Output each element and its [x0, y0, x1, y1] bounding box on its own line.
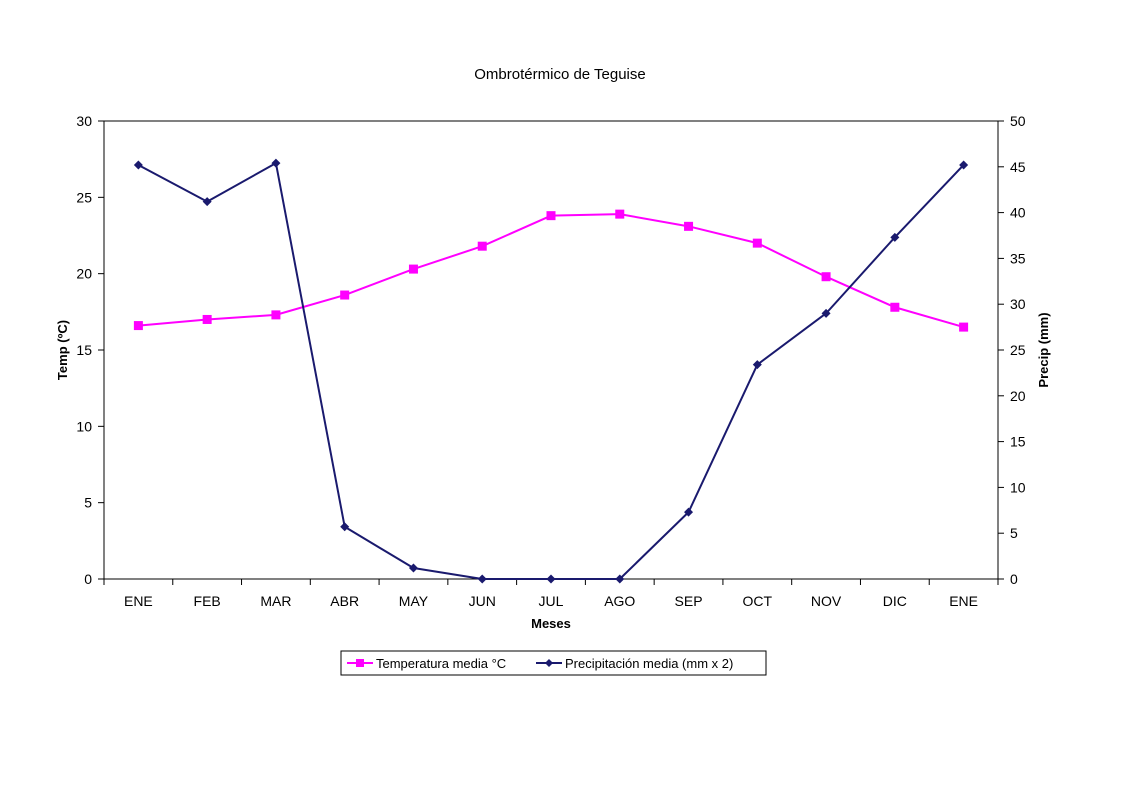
- temperature-point: [890, 302, 900, 312]
- y-right-tick-label: 0: [1010, 571, 1018, 587]
- x-tick-label: ENE: [124, 593, 153, 609]
- plot-area: [103, 120, 999, 580]
- x-tick-label: JUN: [469, 593, 496, 609]
- y-left-tick-label: 25: [76, 189, 92, 205]
- y-right-tick-label: 25: [1010, 342, 1026, 358]
- y-right-tick-label: 30: [1010, 296, 1026, 312]
- x-tick-label: SEP: [675, 593, 703, 609]
- temperature-point: [615, 209, 625, 219]
- x-tick-label: AGO: [604, 593, 635, 609]
- y-left-axis: 0 5 10 15 20 25 30: [76, 113, 104, 587]
- precipitation-point: [959, 160, 969, 170]
- x-tick-label: MAY: [399, 593, 429, 609]
- x-tick-label: NOV: [811, 593, 842, 609]
- precipitation-point: [340, 522, 350, 532]
- y-right-tick-label: 45: [1010, 159, 1026, 175]
- y-left-tick-label: 20: [76, 266, 92, 282]
- y-right-axis-title: Precip (mm): [1036, 312, 1051, 387]
- temperature-point: [477, 241, 487, 251]
- precipitation-point: [684, 507, 694, 517]
- legend-label-temperature: Temperatura media °C: [376, 656, 506, 671]
- series-line-0: [138, 213, 964, 329]
- x-tick-label: DIC: [883, 593, 907, 609]
- precipitation-point: [202, 197, 212, 207]
- precipitation-point: [546, 574, 556, 584]
- y-left-tick-label: 0: [84, 571, 92, 587]
- y-right-tick-label: 50: [1010, 113, 1026, 129]
- legend-label-precipitation: Precipitación media (mm x 2): [565, 656, 733, 671]
- x-tick-label: JUL: [539, 593, 564, 609]
- temperature-point: [408, 264, 418, 274]
- precipitation-point: [752, 360, 762, 370]
- y-right-tick-label: 35: [1010, 250, 1026, 266]
- temperature-point: [959, 322, 969, 332]
- temperature-point: [821, 272, 831, 282]
- precipitation-point: [477, 574, 487, 584]
- temperature-point: [684, 221, 694, 231]
- x-axis-ticks: ENE FEB MAR ABR MAY JUN JUL AGO SEP OCT NOV DIC ENE: [103, 579, 999, 609]
- legend-marker-precipitation: [545, 659, 553, 667]
- series-layer: [133, 158, 969, 584]
- y-right-tick-label: 10: [1010, 479, 1026, 495]
- y-right-tick-label: 20: [1010, 388, 1026, 404]
- y-left-tick-label: 15: [76, 342, 92, 358]
- y-left-tick-label: 5: [84, 495, 92, 511]
- x-tick-label: MAR: [260, 593, 291, 609]
- y-right-tick-label: 15: [1010, 434, 1026, 450]
- precipitation-point: [615, 574, 625, 584]
- x-tick-label: FEB: [194, 593, 221, 609]
- temperature-point: [202, 314, 212, 324]
- temperature-point: [340, 290, 350, 300]
- chart-title: Ombrotérmico de Teguise: [474, 66, 645, 83]
- y-right-tick-label: 40: [1010, 205, 1026, 221]
- y-left-tick-label: 10: [76, 418, 92, 434]
- y-left-axis-title: Temp (ºC): [55, 320, 70, 380]
- precipitation-point: [408, 563, 418, 573]
- temperature-point: [133, 321, 143, 331]
- x-tick-label: OCT: [743, 593, 773, 609]
- series-line-1: [137, 162, 965, 580]
- y-right-tick-label: 5: [1010, 525, 1018, 541]
- y-right-axis: 0 5 10 15 20 25 30 35 40 45 50: [998, 113, 1026, 587]
- legend: Temperatura media °C Precipitación media…: [340, 650, 767, 676]
- y-left-tick-label: 30: [76, 113, 92, 129]
- precipitation-point: [821, 308, 831, 318]
- precipitation-point: [271, 158, 281, 168]
- temperature-point: [752, 238, 762, 248]
- x-tick-label: ENE: [949, 593, 978, 609]
- x-tick-label: ABR: [330, 593, 359, 609]
- temperature-point: [271, 310, 281, 320]
- legend-marker-temperature: [356, 659, 364, 667]
- precipitation-point: [890, 232, 900, 242]
- x-axis-title: Meses: [531, 616, 571, 631]
- temperature-point: [546, 211, 556, 221]
- precipitation-point: [133, 160, 143, 170]
